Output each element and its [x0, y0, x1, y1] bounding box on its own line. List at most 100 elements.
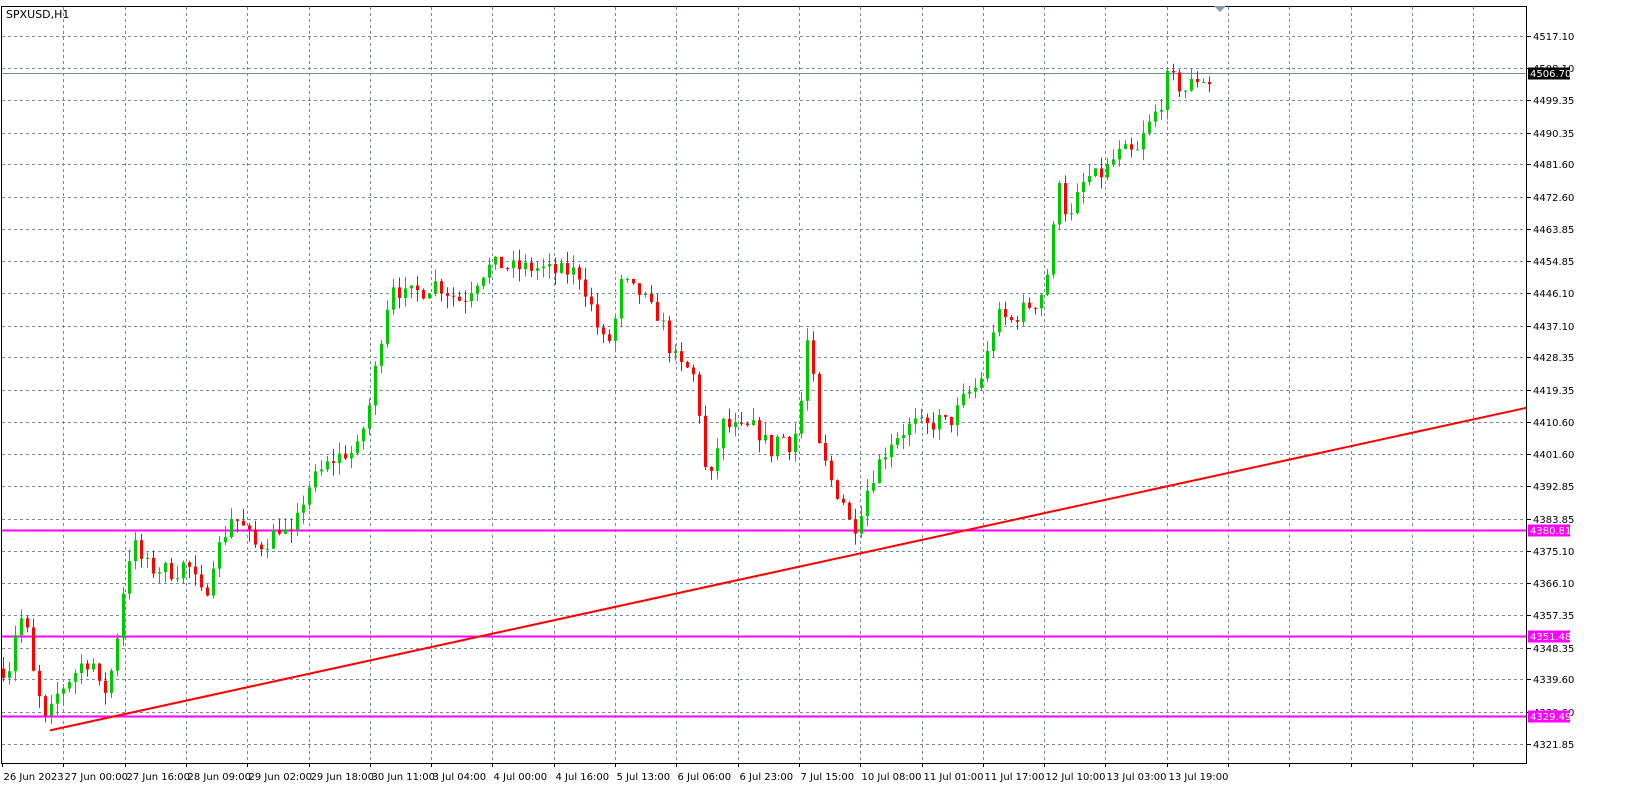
candle-body — [566, 263, 569, 275]
candle-body — [872, 483, 875, 491]
candle-bullish — [1022, 294, 1025, 327]
candle-body — [716, 448, 719, 472]
candle-bullish — [488, 257, 491, 284]
candle-body — [944, 414, 947, 417]
candle-body — [1010, 317, 1013, 321]
candle-body — [1022, 302, 1025, 322]
candle-bearish — [2, 657, 5, 682]
candle-bullish — [482, 276, 485, 290]
candle-bearish — [500, 256, 503, 269]
candle-bearish — [590, 287, 593, 312]
candle-bullish — [14, 625, 17, 681]
candle-body — [764, 434, 767, 441]
x-tick-label: 13 Jul 03:00 — [1107, 772, 1167, 783]
grid — [2, 7, 1527, 763]
candle-body — [1070, 213, 1073, 215]
candle-bearish — [104, 672, 107, 705]
candle-bullish — [1154, 104, 1157, 128]
candle-bullish — [410, 285, 413, 299]
candle-bearish — [680, 342, 683, 372]
chart-shift-marker-icon[interactable] — [1214, 6, 1226, 12]
candle-body — [1178, 72, 1181, 92]
candle-bullish — [962, 383, 965, 408]
candle-body — [92, 663, 95, 670]
candle-bearish — [1064, 175, 1067, 222]
candle-bullish — [146, 552, 149, 568]
candle-body — [374, 365, 377, 406]
candle-body — [74, 673, 77, 683]
candle-body — [194, 566, 197, 575]
y-tick-label: 4348.35 — [1533, 644, 1574, 655]
candle-bearish — [398, 277, 401, 309]
candle-body — [986, 350, 989, 379]
candle-bearish — [332, 448, 335, 476]
candle-body — [686, 362, 689, 368]
x-tick-label: 10 Jul 08:00 — [862, 772, 922, 783]
candle-bearish — [746, 421, 749, 427]
candle-bearish — [188, 560, 191, 579]
candle-bearish — [236, 519, 239, 533]
candles — [2, 63, 1211, 724]
candle-bearish — [566, 251, 569, 284]
x-tick-label: 28 Jun 09:00 — [188, 772, 252, 783]
candle-bearish — [152, 550, 155, 578]
candle-bearish — [818, 371, 821, 444]
x-tick-label: 11 Jul 17:00 — [985, 772, 1045, 783]
candle-bullish — [110, 668, 113, 699]
candle-body — [968, 391, 971, 394]
candle-body — [482, 277, 485, 286]
candle-bearish — [1208, 76, 1211, 93]
candle-body — [284, 529, 287, 534]
candle-body — [176, 578, 179, 580]
candle-body — [1052, 224, 1055, 275]
trendline[interactable] — [49, 406, 1528, 732]
candle-bearish — [98, 662, 101, 686]
candle-body — [326, 461, 329, 470]
candle-body — [1046, 274, 1049, 295]
candle-body — [434, 281, 437, 294]
x-tick-label: 4 Jul 00:00 — [494, 772, 548, 783]
candle-bearish — [782, 433, 785, 438]
candle-bullish — [1148, 114, 1151, 136]
candle-body — [1166, 70, 1169, 110]
candle-body — [470, 293, 473, 302]
candle-body — [458, 296, 461, 301]
candle-body — [596, 304, 599, 328]
candle-body — [866, 490, 869, 517]
candle-bullish — [62, 684, 65, 705]
candle-body — [638, 283, 641, 295]
candle-bearish — [692, 364, 695, 382]
candle-body — [410, 285, 413, 289]
candle-body — [758, 420, 761, 441]
candle-bullish — [626, 277, 629, 283]
candle-bullish — [1142, 120, 1145, 161]
candle-body — [614, 318, 617, 341]
candle-body — [356, 441, 359, 454]
candle-bullish — [1118, 140, 1121, 167]
candle-bearish — [1010, 314, 1013, 323]
candle-body — [914, 418, 917, 424]
candle-body — [182, 562, 185, 579]
candle-bullish — [224, 525, 227, 546]
candle-body — [836, 480, 839, 499]
y-tick-label: 4375.10 — [1533, 547, 1574, 558]
candle-body — [584, 279, 587, 297]
candle-bearish — [344, 445, 347, 461]
candle-bearish — [854, 508, 857, 545]
x-tick-label: 3 Jul 04:00 — [433, 772, 487, 783]
candle-bullish — [374, 361, 377, 415]
candle-body — [998, 309, 1001, 333]
trendline-layer — [49, 406, 1528, 732]
candle-bullish — [896, 432, 899, 449]
candle-bullish — [572, 255, 575, 285]
candle-body — [740, 422, 743, 424]
candle-body — [98, 663, 101, 681]
y-tick-label: 4357.35 — [1533, 611, 1574, 622]
candle-bullish — [548, 253, 551, 279]
candle-bullish — [212, 560, 215, 599]
candle-bearish — [836, 479, 839, 500]
candle-bullish — [794, 423, 797, 462]
candle-bullish — [644, 291, 647, 298]
